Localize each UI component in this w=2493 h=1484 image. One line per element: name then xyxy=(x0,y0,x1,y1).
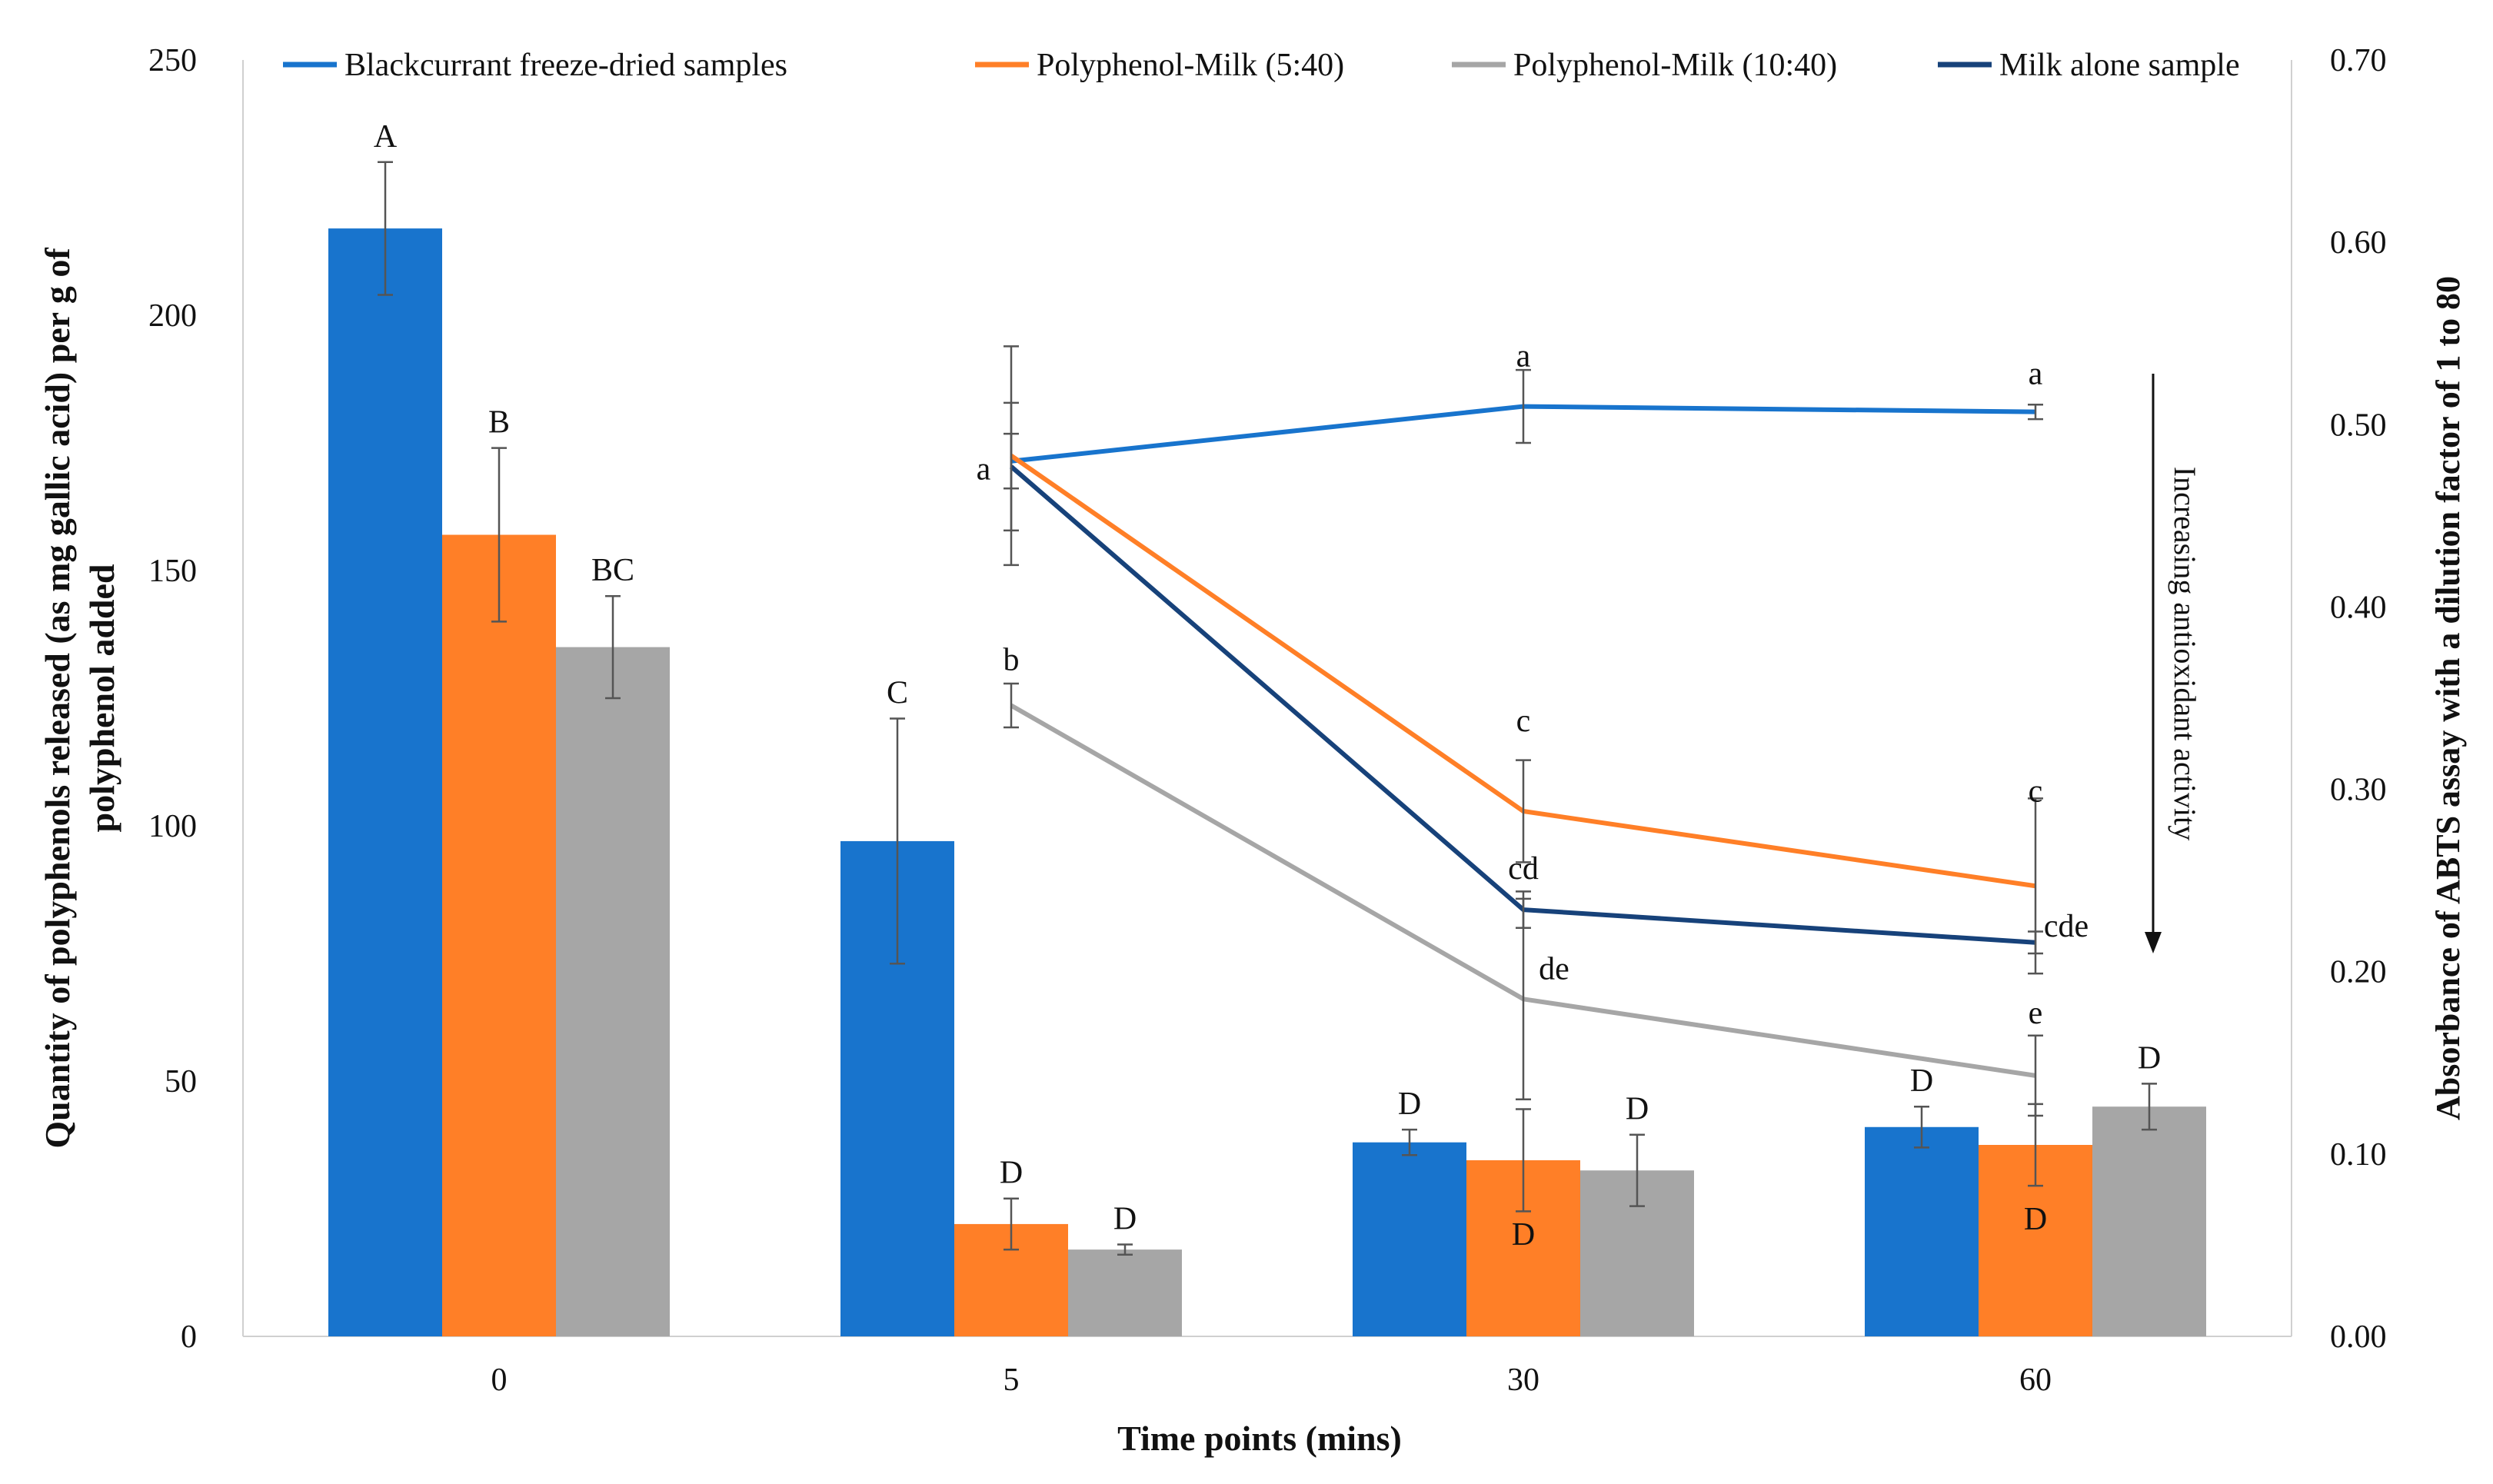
y-right-tick-label: 0.40 xyxy=(2330,590,2387,625)
y-left-tick-label: 50 xyxy=(165,1064,197,1100)
y-right-tick-label: 0.20 xyxy=(2330,955,2387,990)
bar-data-label: D xyxy=(1000,1156,1023,1191)
bar-data-label: D xyxy=(1398,1086,1421,1122)
y-left-tick-label: 200 xyxy=(148,298,197,334)
line-data-label: e xyxy=(2029,996,2043,1031)
bar-data-label: A xyxy=(374,119,398,155)
bar xyxy=(1353,1142,1466,1336)
bar-data-label: D xyxy=(1626,1092,1649,1127)
y-left-tick-label: 150 xyxy=(148,554,197,589)
bar-data-label: B xyxy=(488,405,510,441)
line-data-label: de xyxy=(1539,951,1569,987)
y-right-tick-label: 0.10 xyxy=(2330,1137,2387,1173)
bar xyxy=(1865,1126,1979,1336)
legend-label: Polyphenol-Milk (5:40) xyxy=(1037,48,1344,83)
bar-data-label: C xyxy=(887,676,908,711)
bar-data-label: D xyxy=(1113,1201,1137,1236)
line-data-label: b xyxy=(1004,642,1020,677)
annotation-arrow-head xyxy=(2145,932,2162,953)
y-right-tick-label: 0.70 xyxy=(2330,43,2387,78)
annotation-text: Increasing antioxidant activity xyxy=(2168,467,2202,841)
x-axis-title: Time points (mins) xyxy=(1117,1419,1402,1458)
bar-data-label: D xyxy=(2138,1040,2161,1076)
y-axis-left-title-line: Quantity of polyphenols released (as mg … xyxy=(38,248,77,1149)
y-axis-right-title: Absorbance of ABTS assay with a dilution… xyxy=(2429,276,2467,1120)
legend-label: Polyphenol-Milk (10:40) xyxy=(1513,48,1837,83)
y-left-tick-label: 100 xyxy=(148,809,197,844)
bar-data-label: D xyxy=(2024,1202,2047,1237)
bar-data-label: D xyxy=(1910,1063,1933,1099)
bar-data-label: BC xyxy=(591,553,634,588)
y-right-tick-label: 0.60 xyxy=(2330,225,2387,261)
x-tick-label: 30 xyxy=(1507,1363,1539,1398)
line-data-label: a xyxy=(1516,339,1531,374)
y-left-tick-label: 0 xyxy=(181,1319,197,1355)
line-data-label: cde xyxy=(2044,909,2089,944)
line-data-label: a xyxy=(2029,357,2043,392)
bar-data-label: D xyxy=(1512,1217,1535,1253)
bar xyxy=(556,647,670,1336)
x-tick-label: 60 xyxy=(2019,1363,2052,1398)
bar xyxy=(1068,1249,1182,1336)
line-data-label: c xyxy=(2029,774,2043,809)
y-right-tick-label: 0.00 xyxy=(2330,1319,2387,1355)
y-left-tick-label: 250 xyxy=(148,43,197,78)
line-data-label: c xyxy=(1516,704,1531,739)
x-tick-label: 0 xyxy=(491,1363,508,1398)
y-right-tick-label: 0.30 xyxy=(2330,773,2387,808)
bar xyxy=(2092,1106,2206,1336)
y-axis-left-title-line: polyphenol added xyxy=(82,564,121,832)
line-data-label: cd xyxy=(1508,851,1539,887)
bar xyxy=(328,228,442,1336)
line-data-label: a xyxy=(977,452,991,487)
legend-label: Milk alone sample xyxy=(1999,48,2240,83)
y-right-tick-label: 0.50 xyxy=(2330,408,2387,443)
legend-label: Blackcurrant freeze-dried samples xyxy=(344,48,787,83)
bar xyxy=(442,534,556,1336)
y-axis-left-title: Quantity of polyphenols released (as mg … xyxy=(38,248,121,1149)
x-tick-label: 5 xyxy=(1004,1363,1020,1398)
